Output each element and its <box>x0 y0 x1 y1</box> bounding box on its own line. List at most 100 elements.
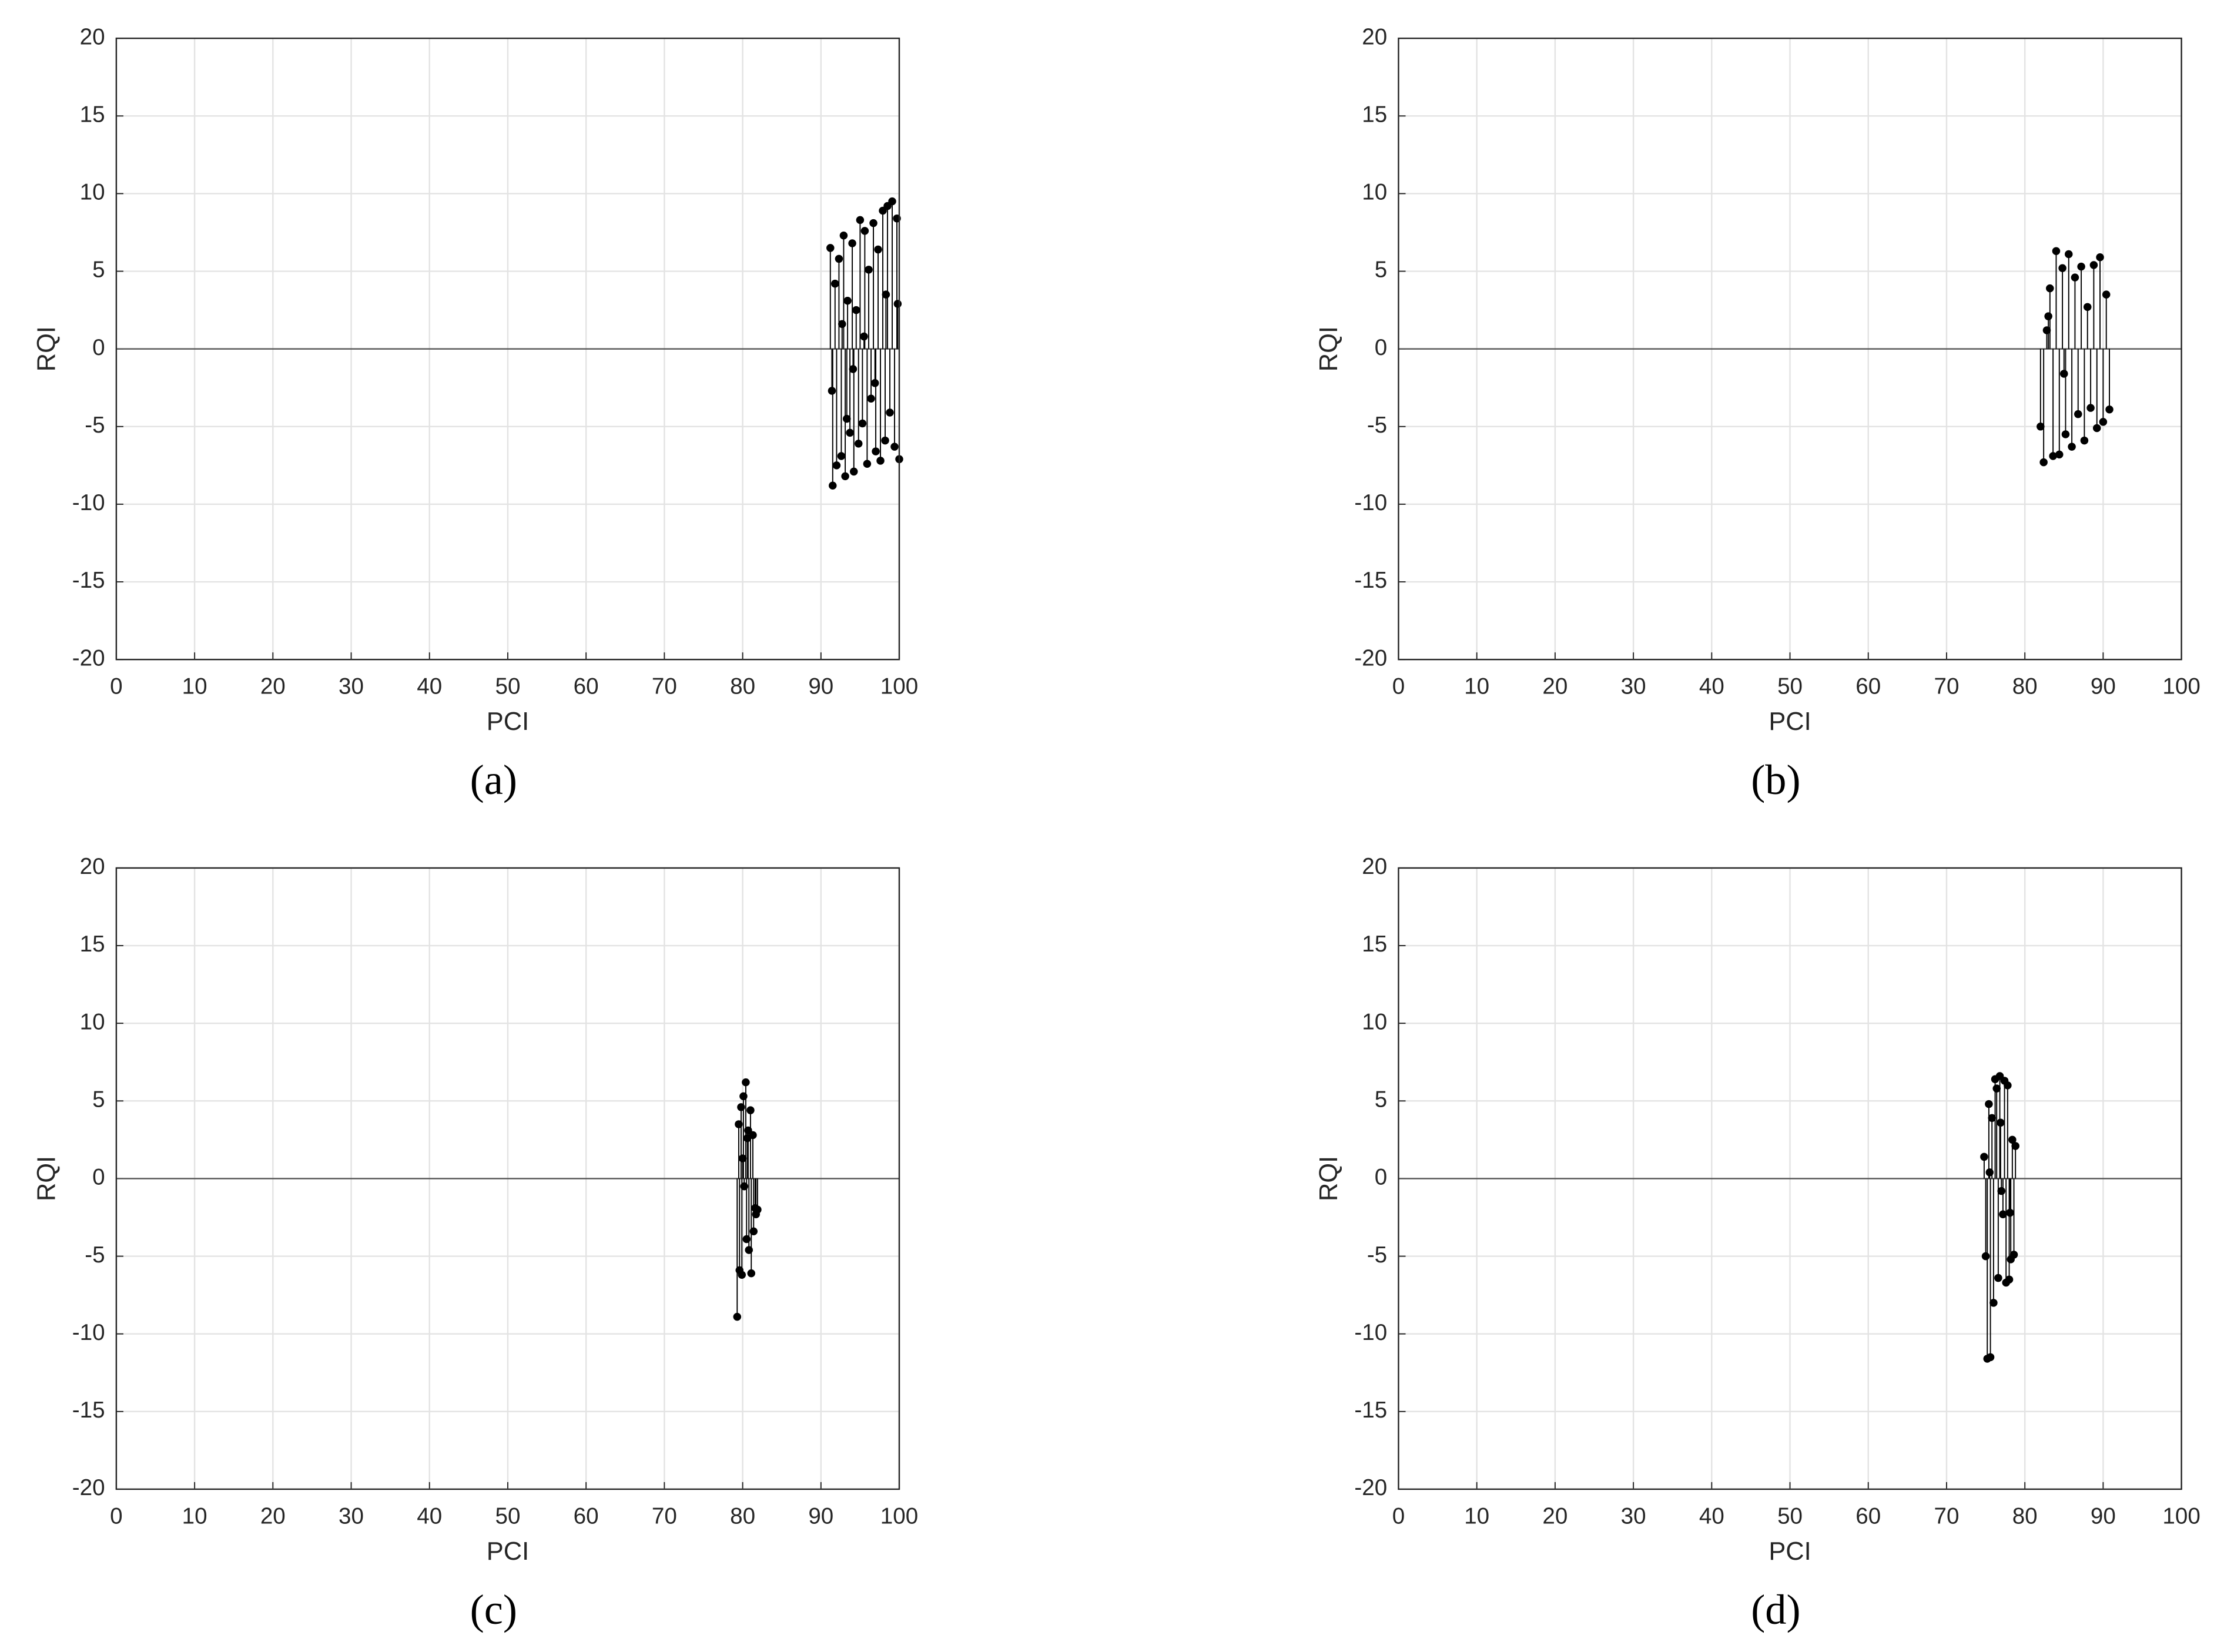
stem-marker <box>2086 404 2095 412</box>
stem-marker <box>2004 1081 2012 1090</box>
x-axis-label: PCI <box>1769 1537 1811 1566</box>
y-axis-label: RQI <box>33 1156 61 1201</box>
x-axis-label: PCI <box>487 708 529 736</box>
stem-marker <box>2071 273 2079 282</box>
stem-marker <box>843 414 851 423</box>
x-tick-label: 40 <box>1699 674 1724 699</box>
stem-marker <box>852 306 860 314</box>
x-tick-label: 90 <box>808 674 833 699</box>
stem-marker <box>733 1312 742 1321</box>
x-tick-label: 50 <box>1777 1503 1803 1529</box>
y-tick-label: 10 <box>80 180 105 205</box>
stem-marker <box>2089 261 2098 269</box>
stem-marker <box>849 365 858 373</box>
y-tick-label: -5 <box>1367 1242 1387 1268</box>
stem-marker <box>893 300 902 308</box>
y-tick-label: -15 <box>72 568 105 593</box>
stem-marker <box>865 266 873 274</box>
y-tick-label: 0 <box>1375 335 1387 360</box>
stem-marker <box>2006 1208 2014 1217</box>
axes-box <box>1398 37 2182 661</box>
stem-marker <box>2105 405 2114 414</box>
stem-marker <box>742 1235 751 1244</box>
stem-marker <box>738 1271 746 1279</box>
caption: (a) <box>470 756 517 803</box>
y-tick-label: -15 <box>1354 568 1387 593</box>
x-tick-label: 50 <box>495 1503 520 1529</box>
y-tick-label: 10 <box>1362 1009 1387 1034</box>
x-tick-label: 20 <box>1542 1503 1567 1529</box>
x-tick-label: 80 <box>2012 674 2038 699</box>
stem-marker <box>882 290 890 299</box>
axes-box <box>1398 867 2182 1490</box>
x-tick-label: 70 <box>652 1503 677 1529</box>
stem-marker <box>2037 423 2045 431</box>
stem-marker <box>1985 1168 1994 1177</box>
stem-marker <box>740 1182 749 1191</box>
x-tick-label: 100 <box>880 674 918 699</box>
x-tick-label: 70 <box>1934 674 1959 699</box>
axes-box <box>115 867 900 1490</box>
y-tick-label: 15 <box>1362 931 1387 957</box>
stem-marker <box>854 440 863 448</box>
stem-marker <box>739 1092 748 1101</box>
stem-marker <box>881 436 889 445</box>
x-tick-label: 0 <box>110 674 122 699</box>
stem-marker <box>2039 458 2048 467</box>
stem-marker <box>2074 410 2082 418</box>
stem-marker <box>1981 1252 1990 1261</box>
y-tick-label: 5 <box>92 257 105 283</box>
y-tick-label: -15 <box>1354 1398 1387 1423</box>
y-tick-label: -10 <box>1354 490 1387 515</box>
y-tick-label: -15 <box>72 1398 105 1423</box>
x-tick-label: 80 <box>730 1503 755 1529</box>
x-tick-label: 90 <box>808 1503 833 1529</box>
stem-marker <box>832 461 841 470</box>
x-tick-label: 20 <box>260 1503 286 1529</box>
x-tick-label: 20 <box>1542 674 1567 699</box>
y-tick-label: 15 <box>80 931 105 957</box>
stem-marker <box>2005 1275 2014 1284</box>
stem-marker <box>860 332 868 341</box>
y-tick-label: -5 <box>85 1242 105 1268</box>
y-tick-label: -5 <box>1367 413 1387 438</box>
y-axis-label: RQI <box>1315 326 1343 371</box>
stem-marker <box>742 1078 750 1087</box>
x-tick-label: 100 <box>2162 1503 2200 1529</box>
y-tick-label: -20 <box>72 1475 105 1500</box>
stem-marker <box>1994 1274 2002 1282</box>
stem-marker <box>876 457 885 465</box>
x-tick-label: 80 <box>730 674 755 699</box>
y-tick-label: 5 <box>1375 1087 1387 1112</box>
stem-marker <box>1980 1152 1988 1161</box>
stem-marker <box>2083 303 2092 311</box>
x-tick-label: 80 <box>2012 1503 2038 1529</box>
stem-marker <box>839 232 848 240</box>
stem-marker <box>2046 284 2054 293</box>
x-tick-label: 0 <box>1392 1503 1405 1529</box>
stem-marker <box>874 245 882 254</box>
stem-marker <box>1986 1353 1995 1362</box>
stem-marker <box>856 216 865 224</box>
stem-marker <box>749 1227 758 1236</box>
stem-marker <box>2096 253 2104 262</box>
stem-marker <box>1988 1114 1996 1122</box>
y-tick-label: -10 <box>72 490 105 515</box>
stem-marker <box>2011 1142 2019 1150</box>
stem-marker <box>2060 370 2068 378</box>
axes-box <box>115 37 900 661</box>
stem-marker <box>737 1103 745 1111</box>
stem-marker <box>2092 424 2101 433</box>
stem-marker <box>837 452 846 460</box>
x-tick-label: 30 <box>1621 1503 1646 1529</box>
stem-marker <box>753 1205 762 1214</box>
stem-marker <box>870 379 879 387</box>
y-tick-label: -10 <box>72 1320 105 1345</box>
stem-marker <box>2052 247 2061 255</box>
stem-marker <box>2049 452 2057 460</box>
stem-marker <box>746 1106 755 1114</box>
y-tick-label: 15 <box>80 102 105 128</box>
stem-marker <box>2008 1135 2017 1144</box>
x-tick-label: 30 <box>339 1503 364 1529</box>
